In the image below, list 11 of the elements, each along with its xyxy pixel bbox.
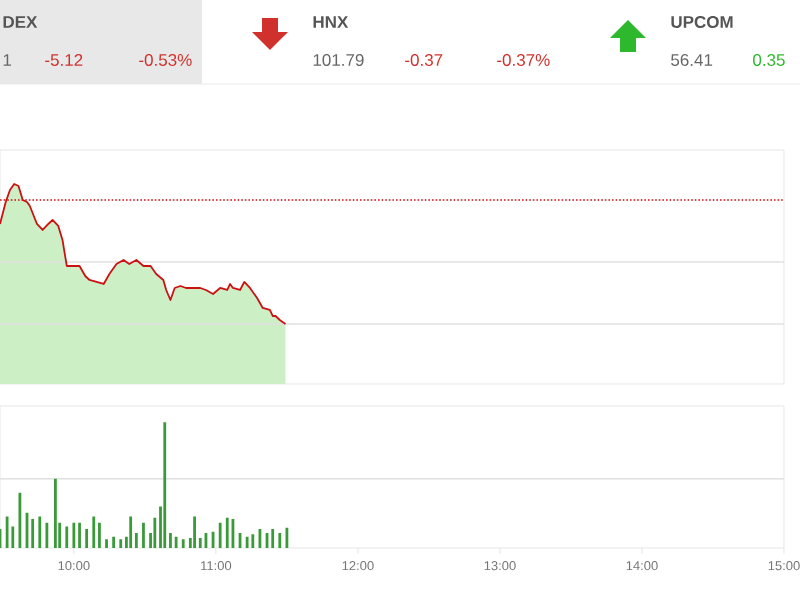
text: 56.41 bbox=[671, 53, 713, 66]
text: -0.53% bbox=[139, 53, 192, 66]
text: -0.37% bbox=[497, 53, 550, 66]
text: DEX bbox=[3, 16, 38, 28]
text: HNX bbox=[313, 16, 349, 28]
text: 101.79 bbox=[313, 53, 364, 66]
text: 1 bbox=[3, 54, 12, 66]
text: -0.37 bbox=[405, 53, 443, 66]
text: 0.35 bbox=[753, 53, 785, 66]
text: UPCOM bbox=[671, 15, 733, 28]
text: -5.12 bbox=[45, 53, 83, 66]
